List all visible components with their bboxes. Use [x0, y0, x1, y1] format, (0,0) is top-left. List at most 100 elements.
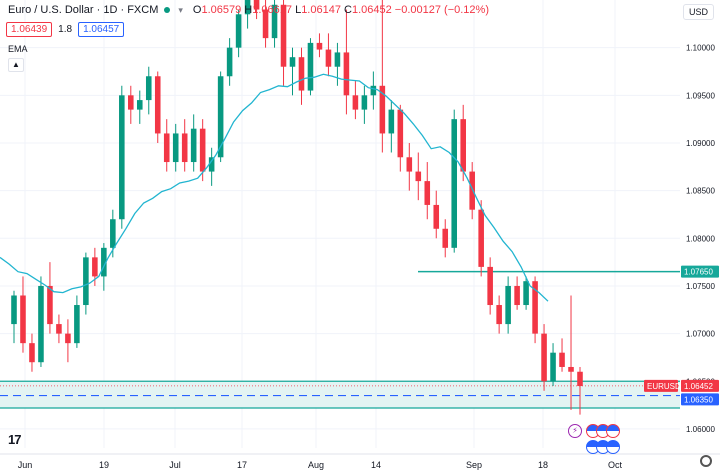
- candle: [110, 219, 116, 248]
- candle: [514, 285, 520, 306]
- indicator-label[interactable]: EMA: [8, 44, 28, 54]
- candle: [559, 352, 565, 367]
- candle: [523, 281, 529, 306]
- price-tag-label: 1.06350: [684, 395, 713, 404]
- candle: [172, 133, 179, 163]
- x-tick-label: Oct: [608, 460, 623, 470]
- candle: [128, 95, 134, 110]
- candle: [217, 76, 224, 158]
- symbol-header[interactable]: Euro / U.S. Dollar · 1D · FXCM ▾ O1.0657…: [8, 4, 489, 16]
- candle: [92, 257, 98, 277]
- candle: [11, 295, 17, 325]
- candle: [181, 133, 188, 163]
- candle: [433, 204, 440, 229]
- candle: [424, 181, 431, 205]
- candle: [442, 228, 449, 248]
- currency-button[interactable]: USD: [682, 4, 714, 20]
- candle: [136, 100, 143, 110]
- candle: [208, 157, 215, 172]
- open-value: 1.06579: [201, 4, 242, 16]
- y-tick-label: 1.08000: [686, 234, 715, 243]
- y-tick-label: 1.06000: [686, 425, 715, 434]
- x-tick-label: 19: [99, 460, 109, 470]
- candle: [352, 95, 359, 110]
- change-value: −0.00127 (−0.12%): [394, 4, 489, 16]
- candle: [119, 95, 125, 220]
- price-tag: [644, 379, 678, 392]
- time-axis[interactable]: Jun 19 Jul 17 Aug 14 Sep 18 Oct: [0, 453, 720, 470]
- candle: [343, 52, 350, 96]
- candle: [154, 76, 161, 134]
- candle: [190, 128, 197, 163]
- candle: [325, 49, 332, 67]
- x-tick-label: 14: [371, 460, 381, 470]
- candle: [29, 343, 35, 363]
- candle: [271, 4, 278, 39]
- buy-button[interactable]: 1.06457: [78, 22, 125, 37]
- candle: [505, 285, 511, 325]
- price-tag: [681, 379, 719, 392]
- price-levels: [0, 270, 680, 409]
- price-tag-label: 1.07650: [684, 268, 713, 277]
- candle: [406, 157, 413, 172]
- quote-row: 1.06439 1.8 1.06457: [6, 22, 125, 37]
- close-value: 1.06452: [351, 4, 392, 16]
- candle: [415, 171, 422, 182]
- tradingview-logo[interactable]: 17: [8, 432, 22, 447]
- candle: [289, 57, 296, 67]
- candle: [226, 47, 233, 77]
- candle: [316, 42, 323, 50]
- spread-value: 1.8: [58, 24, 73, 35]
- y-tick-label: 1.08500: [686, 187, 715, 196]
- candle: [199, 128, 206, 172]
- candle: [83, 257, 89, 306]
- candle: [56, 324, 62, 334]
- candle: [388, 109, 395, 134]
- sell-button[interactable]: 1.06439: [6, 22, 53, 37]
- y-tick-label: 1.09000: [686, 139, 715, 148]
- x-tick-label: Jun: [18, 460, 33, 470]
- candles: [11, 0, 583, 415]
- candle: [253, 0, 260, 10]
- x-tick-label: Jul: [169, 460, 181, 470]
- candle: [20, 295, 26, 344]
- market-status-icon: [164, 7, 171, 13]
- candle: [298, 57, 305, 91]
- y-tick-label: 1.09500: [686, 91, 715, 100]
- y-tick-label: 1.07500: [686, 282, 715, 291]
- candle: [262, 9, 269, 39]
- candle: [478, 209, 484, 267]
- flash-icon[interactable]: ⚡: [568, 424, 582, 438]
- price-tag: [681, 393, 719, 406]
- us-flag-icon[interactable]: [586, 440, 620, 454]
- candle: [74, 305, 80, 344]
- candle: [361, 95, 368, 110]
- candle: [577, 371, 583, 387]
- us-flag-icon[interactable]: [586, 424, 620, 438]
- candle: [532, 281, 538, 334]
- candle: [451, 119, 458, 248]
- candle: [244, 0, 251, 15]
- collapse-icon[interactable]: ▲: [8, 58, 24, 72]
- x-tick-label: Aug: [308, 460, 324, 470]
- candle: [145, 76, 152, 101]
- chevron-down-icon[interactable]: ▾: [178, 4, 183, 15]
- gear-icon[interactable]: [700, 455, 712, 467]
- price-tag-label: 1.06452: [684, 382, 713, 391]
- candle: [235, 14, 242, 48]
- x-tick-label: Sep: [466, 460, 482, 470]
- y-tick-label: 1.07000: [686, 330, 715, 339]
- candle: [65, 333, 71, 344]
- candle: [469, 171, 475, 210]
- symbol-name[interactable]: Euro / U.S. Dollar · 1D · FXCM: [8, 4, 159, 16]
- candle: [38, 285, 44, 363]
- chart-grid: [0, 0, 680, 448]
- price-tag-label: EURUSD: [647, 382, 681, 391]
- low-value: 1.06147: [301, 4, 341, 16]
- candle: [370, 85, 377, 96]
- candle: [47, 285, 53, 325]
- candle: [101, 247, 107, 277]
- ohlc-values: O1.06579 H1.06617 L1.06147 C1.06452 −0.0…: [192, 4, 489, 16]
- candle: [163, 133, 170, 163]
